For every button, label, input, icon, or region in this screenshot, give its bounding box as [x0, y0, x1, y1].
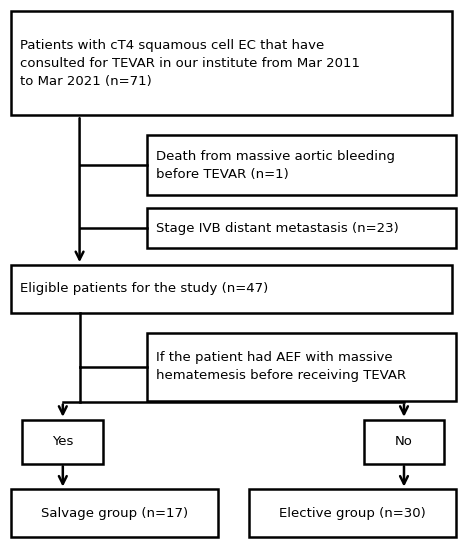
Text: Death from massive aortic bleeding
before TEVAR (n=1): Death from massive aortic bleeding befor… — [156, 150, 395, 181]
Bar — [364, 420, 445, 463]
Bar — [10, 11, 452, 116]
Text: No: No — [395, 435, 413, 448]
Bar — [146, 135, 456, 195]
Text: Yes: Yes — [52, 435, 73, 448]
Bar — [146, 208, 456, 248]
Bar — [249, 489, 456, 538]
Text: Eligible patients for the study (n=47): Eligible patients for the study (n=47) — [20, 283, 269, 295]
Text: Stage IVB distant metastasis (n=23): Stage IVB distant metastasis (n=23) — [156, 222, 399, 234]
Text: If the patient had AEF with massive
hematemesis before receiving TEVAR: If the patient had AEF with massive hema… — [156, 351, 407, 382]
Text: Patients with cT4 squamous cell EC that have
consulted for TEVAR in our institut: Patients with cT4 squamous cell EC that … — [20, 39, 360, 87]
Text: Salvage group (n=17): Salvage group (n=17) — [41, 507, 188, 520]
Bar — [22, 420, 103, 463]
Text: Elective group (n=30): Elective group (n=30) — [279, 507, 426, 520]
Bar — [10, 489, 218, 538]
Bar — [10, 265, 452, 313]
Bar — [146, 333, 456, 401]
